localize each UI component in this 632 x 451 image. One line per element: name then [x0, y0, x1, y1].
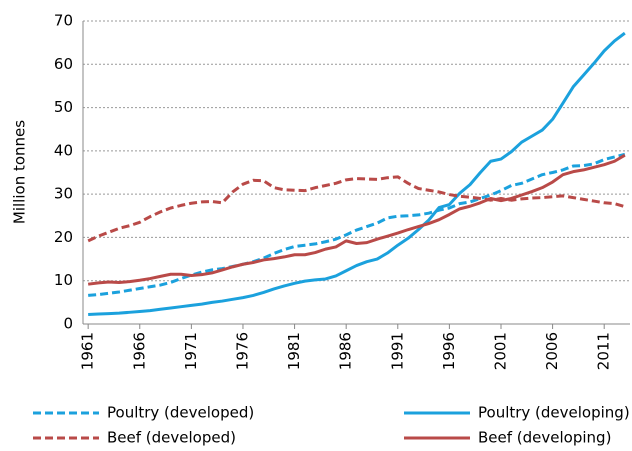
y-tick-label: 10 — [54, 271, 73, 289]
y-tick-label: 50 — [54, 98, 73, 116]
series-line — [87, 153, 626, 286]
y-tick-label: 30 — [54, 185, 73, 203]
series-line — [87, 175, 626, 243]
legend-label: Beef (developing) — [478, 429, 611, 447]
y-tick-label: 0 — [63, 315, 73, 333]
legend-label: Poultry (developed) — [107, 404, 254, 422]
legend-label: Beef (developed) — [107, 429, 236, 447]
x-tick-label: 1981 — [285, 332, 303, 370]
x-tick-label: 1976 — [233, 332, 251, 370]
x-tick-label: 1961 — [79, 332, 97, 370]
x-tick-label: 2001 — [491, 332, 509, 370]
x-tick-label: 2011 — [595, 332, 613, 370]
y-tick-label: 60 — [54, 55, 73, 73]
series-line — [88, 31, 626, 316]
x-tick-label: 1991 — [388, 332, 406, 370]
x-tick-label: 1971 — [182, 332, 200, 370]
y-tick-label: 20 — [54, 228, 73, 246]
legend-label: Poultry (developing) — [478, 404, 630, 422]
x-tick-label: 1986 — [337, 332, 355, 370]
y-tick-label: 40 — [54, 141, 73, 159]
y-axis-label: Million tonnes — [11, 120, 29, 224]
y-tick-label: 70 — [54, 12, 73, 30]
x-tick-label: 1996 — [440, 332, 458, 370]
x-tick-label: 2006 — [543, 332, 561, 370]
series-line — [88, 152, 626, 297]
x-tick-label: 1966 — [130, 332, 148, 370]
